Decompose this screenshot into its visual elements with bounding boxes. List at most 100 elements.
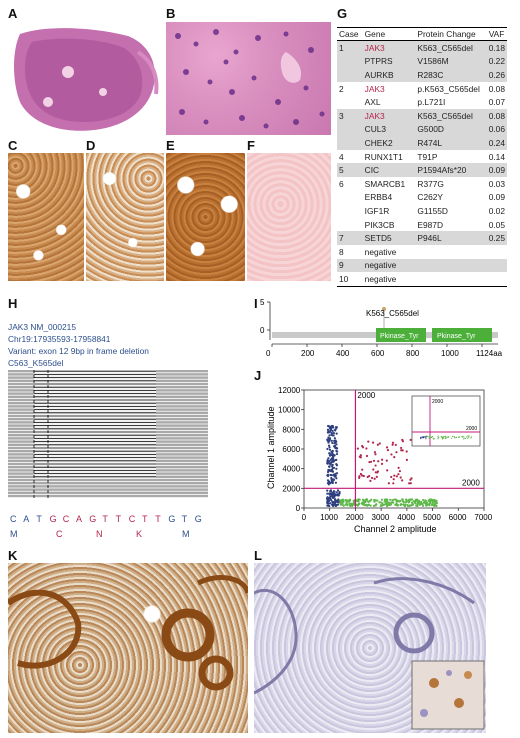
droplet-point xyxy=(359,472,362,476)
droplet-point xyxy=(328,452,331,455)
cell-vaf: 0.07 xyxy=(488,97,505,108)
cell-protein-change: R283C xyxy=(415,68,487,82)
droplet-point xyxy=(334,441,337,444)
droplet-point xyxy=(400,503,403,506)
dna-base: C xyxy=(128,514,136,524)
cell-case: 1 xyxy=(337,40,363,55)
droplet-point xyxy=(372,468,375,471)
droplet-point xyxy=(335,427,338,430)
droplet-point xyxy=(408,504,412,507)
droplet-point xyxy=(401,449,404,452)
igv-reads xyxy=(8,370,208,500)
droplet-point xyxy=(327,483,330,486)
droplet-point xyxy=(358,475,361,478)
lollipop-x-tick: 200 xyxy=(301,349,315,358)
droplet-point xyxy=(335,477,338,480)
droplet-point xyxy=(415,504,418,507)
droplet-point xyxy=(365,454,369,458)
x-axis-label: Channel 2 amplitude xyxy=(354,524,437,534)
sequencing-read xyxy=(8,494,208,498)
droplet-point xyxy=(431,502,434,505)
droplet-point xyxy=(339,499,342,502)
droplet-point xyxy=(331,449,334,453)
lollipop-x-tick: 800 xyxy=(406,349,420,358)
droplet-point xyxy=(329,458,332,461)
kinase-domain-2 xyxy=(432,328,492,342)
droplet-point xyxy=(407,499,410,502)
cell-gene: RUNX1T1 xyxy=(364,151,403,162)
droplet-point xyxy=(374,453,377,456)
table-header-row: Case Gene Protein Change VAF xyxy=(337,27,507,41)
table-row: 3 JAK3 K563_C565del 0.08 xyxy=(337,108,507,123)
droplet-point xyxy=(385,502,388,505)
droplet-point xyxy=(393,474,396,477)
cell-case xyxy=(337,204,363,218)
droplet-point xyxy=(336,503,340,506)
amino-acid: K xyxy=(136,529,143,539)
droplet-point xyxy=(330,432,333,435)
droplet-point xyxy=(379,504,382,508)
col-header-vaf: VAF xyxy=(486,27,507,41)
droplet-point xyxy=(376,470,380,473)
droplet-point xyxy=(342,504,345,507)
cell-protein-change: p.K563_C565del xyxy=(417,83,480,94)
cell-vaf: 0.02 xyxy=(488,205,505,216)
droplet-point xyxy=(327,444,331,447)
droplet-point xyxy=(398,500,401,503)
panel-label-k: K xyxy=(8,548,18,563)
h-deletion-line: C563_K565del xyxy=(8,358,64,368)
table-row: PIK3CB E987D 0.05 xyxy=(337,218,507,232)
lollipop-annotation: K563_C565del xyxy=(366,309,419,318)
droplet-point xyxy=(399,476,402,479)
droplet-point xyxy=(387,482,390,485)
cell-protein-change: V1586M xyxy=(415,54,487,69)
table-row: 2 JAK3 p.K563_C565del 0.08 xyxy=(337,82,507,96)
droplet-point xyxy=(327,499,330,503)
cell-gene: negative xyxy=(364,246,397,257)
y-tick-label: 4000 xyxy=(282,465,300,474)
droplet-point xyxy=(386,469,389,472)
droplet-point xyxy=(331,441,334,445)
droplet-point xyxy=(377,460,380,463)
droplet-point xyxy=(391,443,394,446)
x-tick-label: 1000 xyxy=(320,513,338,522)
droplet-point xyxy=(409,438,412,441)
cell-protein-change xyxy=(415,245,486,259)
cell-case: 3 xyxy=(337,108,363,123)
droplet-point xyxy=(335,462,338,466)
droplet-point xyxy=(373,500,376,503)
droplet-point xyxy=(428,500,431,503)
droplet-point xyxy=(335,449,338,452)
x-tick-label: 2000 xyxy=(346,513,364,522)
cell-gene: CIC xyxy=(362,163,416,177)
h-gene-line: JAK3 NM_000215 xyxy=(8,322,76,332)
cell-case: 5 xyxy=(337,163,363,177)
droplet-point xyxy=(409,478,412,481)
cell-vaf: 0.09 xyxy=(486,163,507,177)
droplet-point xyxy=(380,498,384,501)
cell-protein-change: G1155D xyxy=(417,205,448,216)
droplet-point xyxy=(424,502,427,505)
droplet-point xyxy=(385,499,388,503)
droplet-point xyxy=(374,471,377,474)
droplet-point xyxy=(430,498,433,501)
droplet-point xyxy=(332,460,335,463)
droplet-point xyxy=(338,490,341,494)
droplet-point xyxy=(349,502,353,505)
cell-vaf xyxy=(486,258,507,273)
sequencing-read xyxy=(8,478,208,482)
droplet-point xyxy=(329,428,333,432)
droplet-point xyxy=(335,504,338,507)
droplet-point xyxy=(416,499,419,503)
cell-gene: SMARCB1 xyxy=(364,178,406,189)
droplet-point xyxy=(331,480,334,483)
droplet-point xyxy=(356,447,359,450)
droplet-point xyxy=(335,452,339,456)
droplet-point xyxy=(435,499,438,502)
droplet-point xyxy=(391,441,395,444)
amino-acid: N xyxy=(96,529,103,539)
cell-case xyxy=(337,218,363,232)
droplet-point xyxy=(424,500,428,503)
droplet-point xyxy=(392,478,395,481)
droplet-point xyxy=(383,500,386,503)
